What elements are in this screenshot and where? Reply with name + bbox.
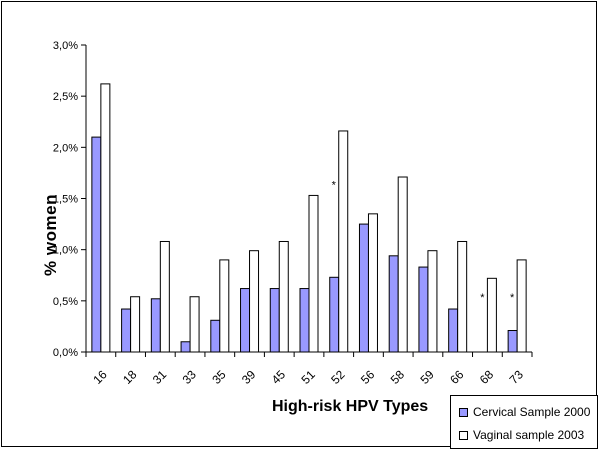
x-tick-label: 31 bbox=[150, 367, 170, 387]
bar-vaginal-58 bbox=[397, 176, 408, 353]
chart-bars bbox=[91, 83, 527, 353]
bar-vaginal-39 bbox=[249, 250, 260, 353]
annotation-asterisk: * bbox=[480, 292, 485, 304]
legend-swatch-vaginal bbox=[459, 430, 468, 440]
chart-annotations: * * * bbox=[332, 179, 515, 304]
y-tick-label: 1,5% bbox=[53, 194, 78, 206]
bar-vaginal-52 bbox=[338, 130, 349, 353]
x-tick-label: 59 bbox=[417, 367, 437, 387]
bar-vaginal-45 bbox=[278, 240, 289, 353]
bar-cervical-45 bbox=[269, 288, 280, 353]
bar-cervical-66 bbox=[448, 308, 459, 353]
legend-item-cervical: Cervical Sample 2000 bbox=[459, 405, 590, 419]
x-tick-label: 68 bbox=[477, 367, 497, 387]
bar-vaginal-33 bbox=[189, 296, 200, 353]
bar-vaginal-51 bbox=[308, 194, 319, 353]
y-tick-label: 3,0% bbox=[53, 40, 78, 52]
x-tick-label: 33 bbox=[180, 367, 200, 387]
x-tick-label: 16 bbox=[90, 367, 110, 387]
bar-cervical-56 bbox=[358, 223, 369, 353]
legend-label-vaginal: Vaginal sample 2003 bbox=[473, 428, 585, 442]
x-axis-label: High-risk HPV Types bbox=[272, 398, 429, 415]
y-tick-label: 2,0% bbox=[53, 142, 78, 154]
bar-vaginal-16 bbox=[100, 83, 111, 353]
chart-legend: Cervical Sample 2000 Vaginal sample 2003 bbox=[450, 395, 598, 449]
bar-cervical-52 bbox=[329, 276, 340, 353]
x-tick-label: 39 bbox=[239, 367, 259, 387]
bar-cervical-18 bbox=[121, 308, 132, 353]
bar-vaginal-56 bbox=[367, 213, 378, 353]
bar-vaginal-66 bbox=[457, 240, 468, 353]
legend-item-vaginal: Vaginal sample 2003 bbox=[459, 428, 584, 442]
y-axis-label: % women bbox=[40, 194, 60, 276]
bar-cervical-39 bbox=[240, 288, 251, 353]
y-tick-label: 2,5% bbox=[53, 91, 78, 103]
bar-cervical-58 bbox=[388, 255, 399, 353]
bar-vaginal-73 bbox=[516, 259, 527, 353]
bar-cervical-59 bbox=[418, 266, 429, 353]
bar-vaginal-35 bbox=[219, 259, 230, 353]
x-tick-label: 18 bbox=[120, 367, 140, 387]
annotation-asterisk: * bbox=[332, 179, 337, 191]
bar-cervical-16 bbox=[91, 136, 102, 353]
y-tick-label: 0,0% bbox=[53, 347, 78, 359]
annotation-asterisk: * bbox=[510, 292, 515, 304]
bar-cervical-73 bbox=[507, 330, 518, 353]
x-tick-label: 58 bbox=[388, 367, 408, 387]
bar-cervical-35 bbox=[210, 319, 221, 353]
legend-swatch-cervical bbox=[459, 407, 468, 417]
bar-vaginal-31 bbox=[159, 240, 170, 353]
bar-vaginal-59 bbox=[427, 250, 438, 353]
legend-label-cervical: Cervical Sample 2000 bbox=[473, 405, 591, 419]
bar-cervical-51 bbox=[299, 288, 310, 353]
x-tick-label: 51 bbox=[298, 367, 318, 387]
y-tick-label: 0,5% bbox=[53, 296, 78, 308]
x-tick-label: 35 bbox=[209, 367, 229, 387]
y-tick-label: 1,0% bbox=[53, 245, 78, 257]
bar-cervical-33 bbox=[180, 341, 191, 353]
x-tick-label: 45 bbox=[269, 367, 289, 387]
bar-vaginal-18 bbox=[130, 296, 141, 353]
x-tick-label: 66 bbox=[447, 367, 467, 387]
bar-cervical-31 bbox=[150, 298, 161, 353]
x-tick-label: 56 bbox=[358, 367, 378, 387]
x-tick-label: 73 bbox=[507, 367, 527, 387]
x-tick-label: 52 bbox=[328, 367, 348, 387]
bar-vaginal-68 bbox=[486, 277, 497, 353]
